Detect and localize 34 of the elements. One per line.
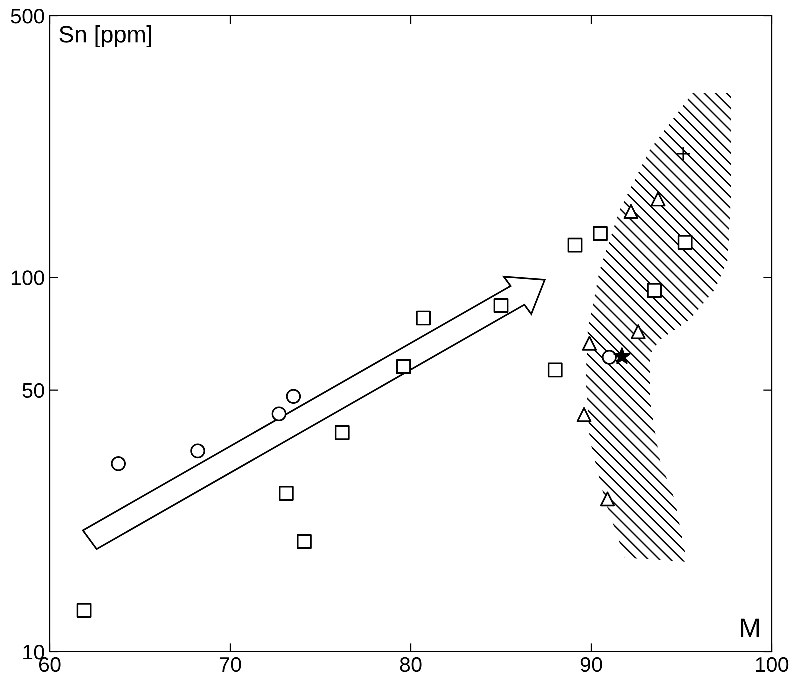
point — [548, 362, 563, 378]
x-axis-title: M — [741, 618, 760, 637]
point — [279, 486, 294, 501]
point — [647, 283, 662, 298]
point — [576, 407, 592, 422]
point — [582, 336, 598, 351]
point — [396, 359, 412, 374]
point — [297, 534, 312, 550]
y-tick-label: 500 — [11, 9, 44, 24]
point — [416, 310, 432, 326]
y-tick-label: 50 — [22, 383, 44, 398]
y-axis-title: Sn [ppm] — [60, 26, 152, 48]
point — [600, 492, 616, 507]
point — [631, 324, 646, 340]
x-tick-label: 80 — [400, 657, 422, 672]
point — [650, 192, 666, 207]
point — [568, 238, 583, 253]
point — [593, 226, 608, 242]
x-tick-label: 100 — [756, 657, 789, 672]
point — [190, 444, 206, 459]
point — [602, 350, 617, 365]
x-tick-label: 70 — [220, 657, 242, 672]
point — [286, 389, 302, 404]
point — [111, 456, 126, 472]
x-tick-label: 90 — [580, 657, 602, 672]
point — [676, 146, 691, 162]
point — [624, 204, 639, 220]
point — [494, 298, 509, 314]
point — [334, 425, 350, 440]
point — [272, 406, 287, 422]
point — [614, 348, 631, 364]
point — [76, 603, 92, 618]
y-tick-label: 100 — [12, 270, 44, 286]
point — [678, 235, 693, 250]
